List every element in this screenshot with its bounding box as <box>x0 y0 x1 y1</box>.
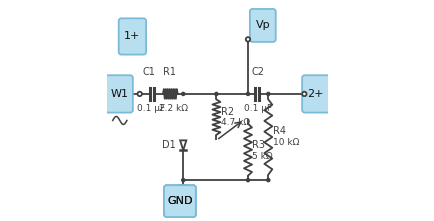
Text: 4.7 kΩ: 4.7 kΩ <box>221 118 250 127</box>
Circle shape <box>181 179 184 182</box>
Text: 2.2 kΩ: 2.2 kΩ <box>159 104 187 113</box>
FancyBboxPatch shape <box>164 185 195 217</box>
FancyBboxPatch shape <box>105 75 132 113</box>
Circle shape <box>214 92 217 95</box>
Text: C2: C2 <box>251 67 263 77</box>
Text: 5 kΩ: 5 kΩ <box>251 152 272 161</box>
Circle shape <box>181 92 184 95</box>
Text: 10 kΩ: 10 kΩ <box>272 138 299 147</box>
Polygon shape <box>180 140 186 150</box>
Text: D1: D1 <box>161 140 175 150</box>
Text: 0.1 μF: 0.1 μF <box>243 104 271 113</box>
Text: R1: R1 <box>163 67 176 77</box>
Text: GND: GND <box>167 196 192 206</box>
Text: GND: GND <box>167 196 192 206</box>
Text: C1: C1 <box>143 67 155 77</box>
Text: R4: R4 <box>272 126 285 137</box>
Text: 2+: 2+ <box>307 89 323 99</box>
FancyBboxPatch shape <box>302 75 329 113</box>
Circle shape <box>302 92 306 96</box>
Text: R3: R3 <box>251 140 264 150</box>
Text: 1+: 1+ <box>124 31 140 42</box>
FancyBboxPatch shape <box>118 18 146 55</box>
Circle shape <box>245 37 250 42</box>
Circle shape <box>246 92 249 95</box>
Text: 0.1 μF: 0.1 μF <box>137 104 165 113</box>
Text: W1: W1 <box>110 89 128 99</box>
FancyBboxPatch shape <box>164 185 195 217</box>
Circle shape <box>137 92 141 96</box>
Polygon shape <box>180 186 186 194</box>
Text: R2: R2 <box>221 107 234 117</box>
FancyBboxPatch shape <box>249 9 275 42</box>
Circle shape <box>266 92 269 95</box>
Circle shape <box>246 179 249 182</box>
Text: Vp: Vp <box>255 20 270 30</box>
Circle shape <box>266 179 269 182</box>
